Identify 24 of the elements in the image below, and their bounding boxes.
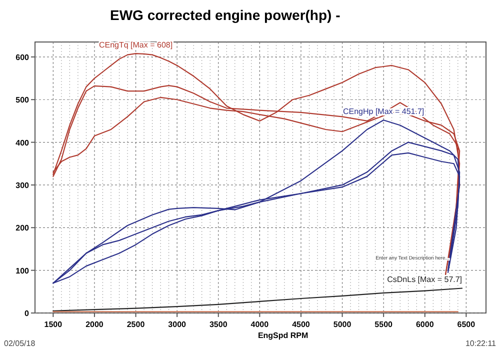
x-tick-label: 2000 — [86, 320, 104, 329]
x-tick-label: 1500 — [44, 320, 63, 329]
text: 10:22:11 — [465, 339, 497, 348]
chart-title: EWG corrected engine power(hp) - — [110, 7, 341, 23]
y-tick-label: 500 — [16, 96, 30, 105]
x-tick-label: 6500 — [457, 320, 476, 329]
x-axis-title: EngSpd RPM — [258, 331, 308, 340]
x-tick-label: 5000 — [333, 320, 352, 329]
x-tick-label: 3500 — [209, 320, 228, 329]
text: 02/05/18 — [4, 339, 36, 348]
x-tick-label: 4500 — [292, 320, 310, 329]
y-tick-label: 400 — [16, 138, 30, 148]
x-tick-label: 6000 — [416, 320, 434, 329]
x-tick-label: 3000 — [168, 320, 187, 329]
x-tick-label: 5500 — [374, 320, 394, 329]
y-tick-label: 600 — [16, 52, 30, 62]
x-tick-label: 4000 — [250, 320, 270, 329]
y-tick-label: 300 — [16, 180, 30, 190]
series-label: CsDnLs [Max = 57.7] — [387, 275, 462, 284]
x-tick-label: 2500 — [126, 320, 146, 329]
series-label: CEngTq [Max = 608] — [98, 40, 173, 50]
y-tick-label: 100 — [16, 266, 30, 276]
y-tick-label: 200 — [16, 224, 30, 233]
y-tick-label: 0 — [24, 309, 30, 318]
